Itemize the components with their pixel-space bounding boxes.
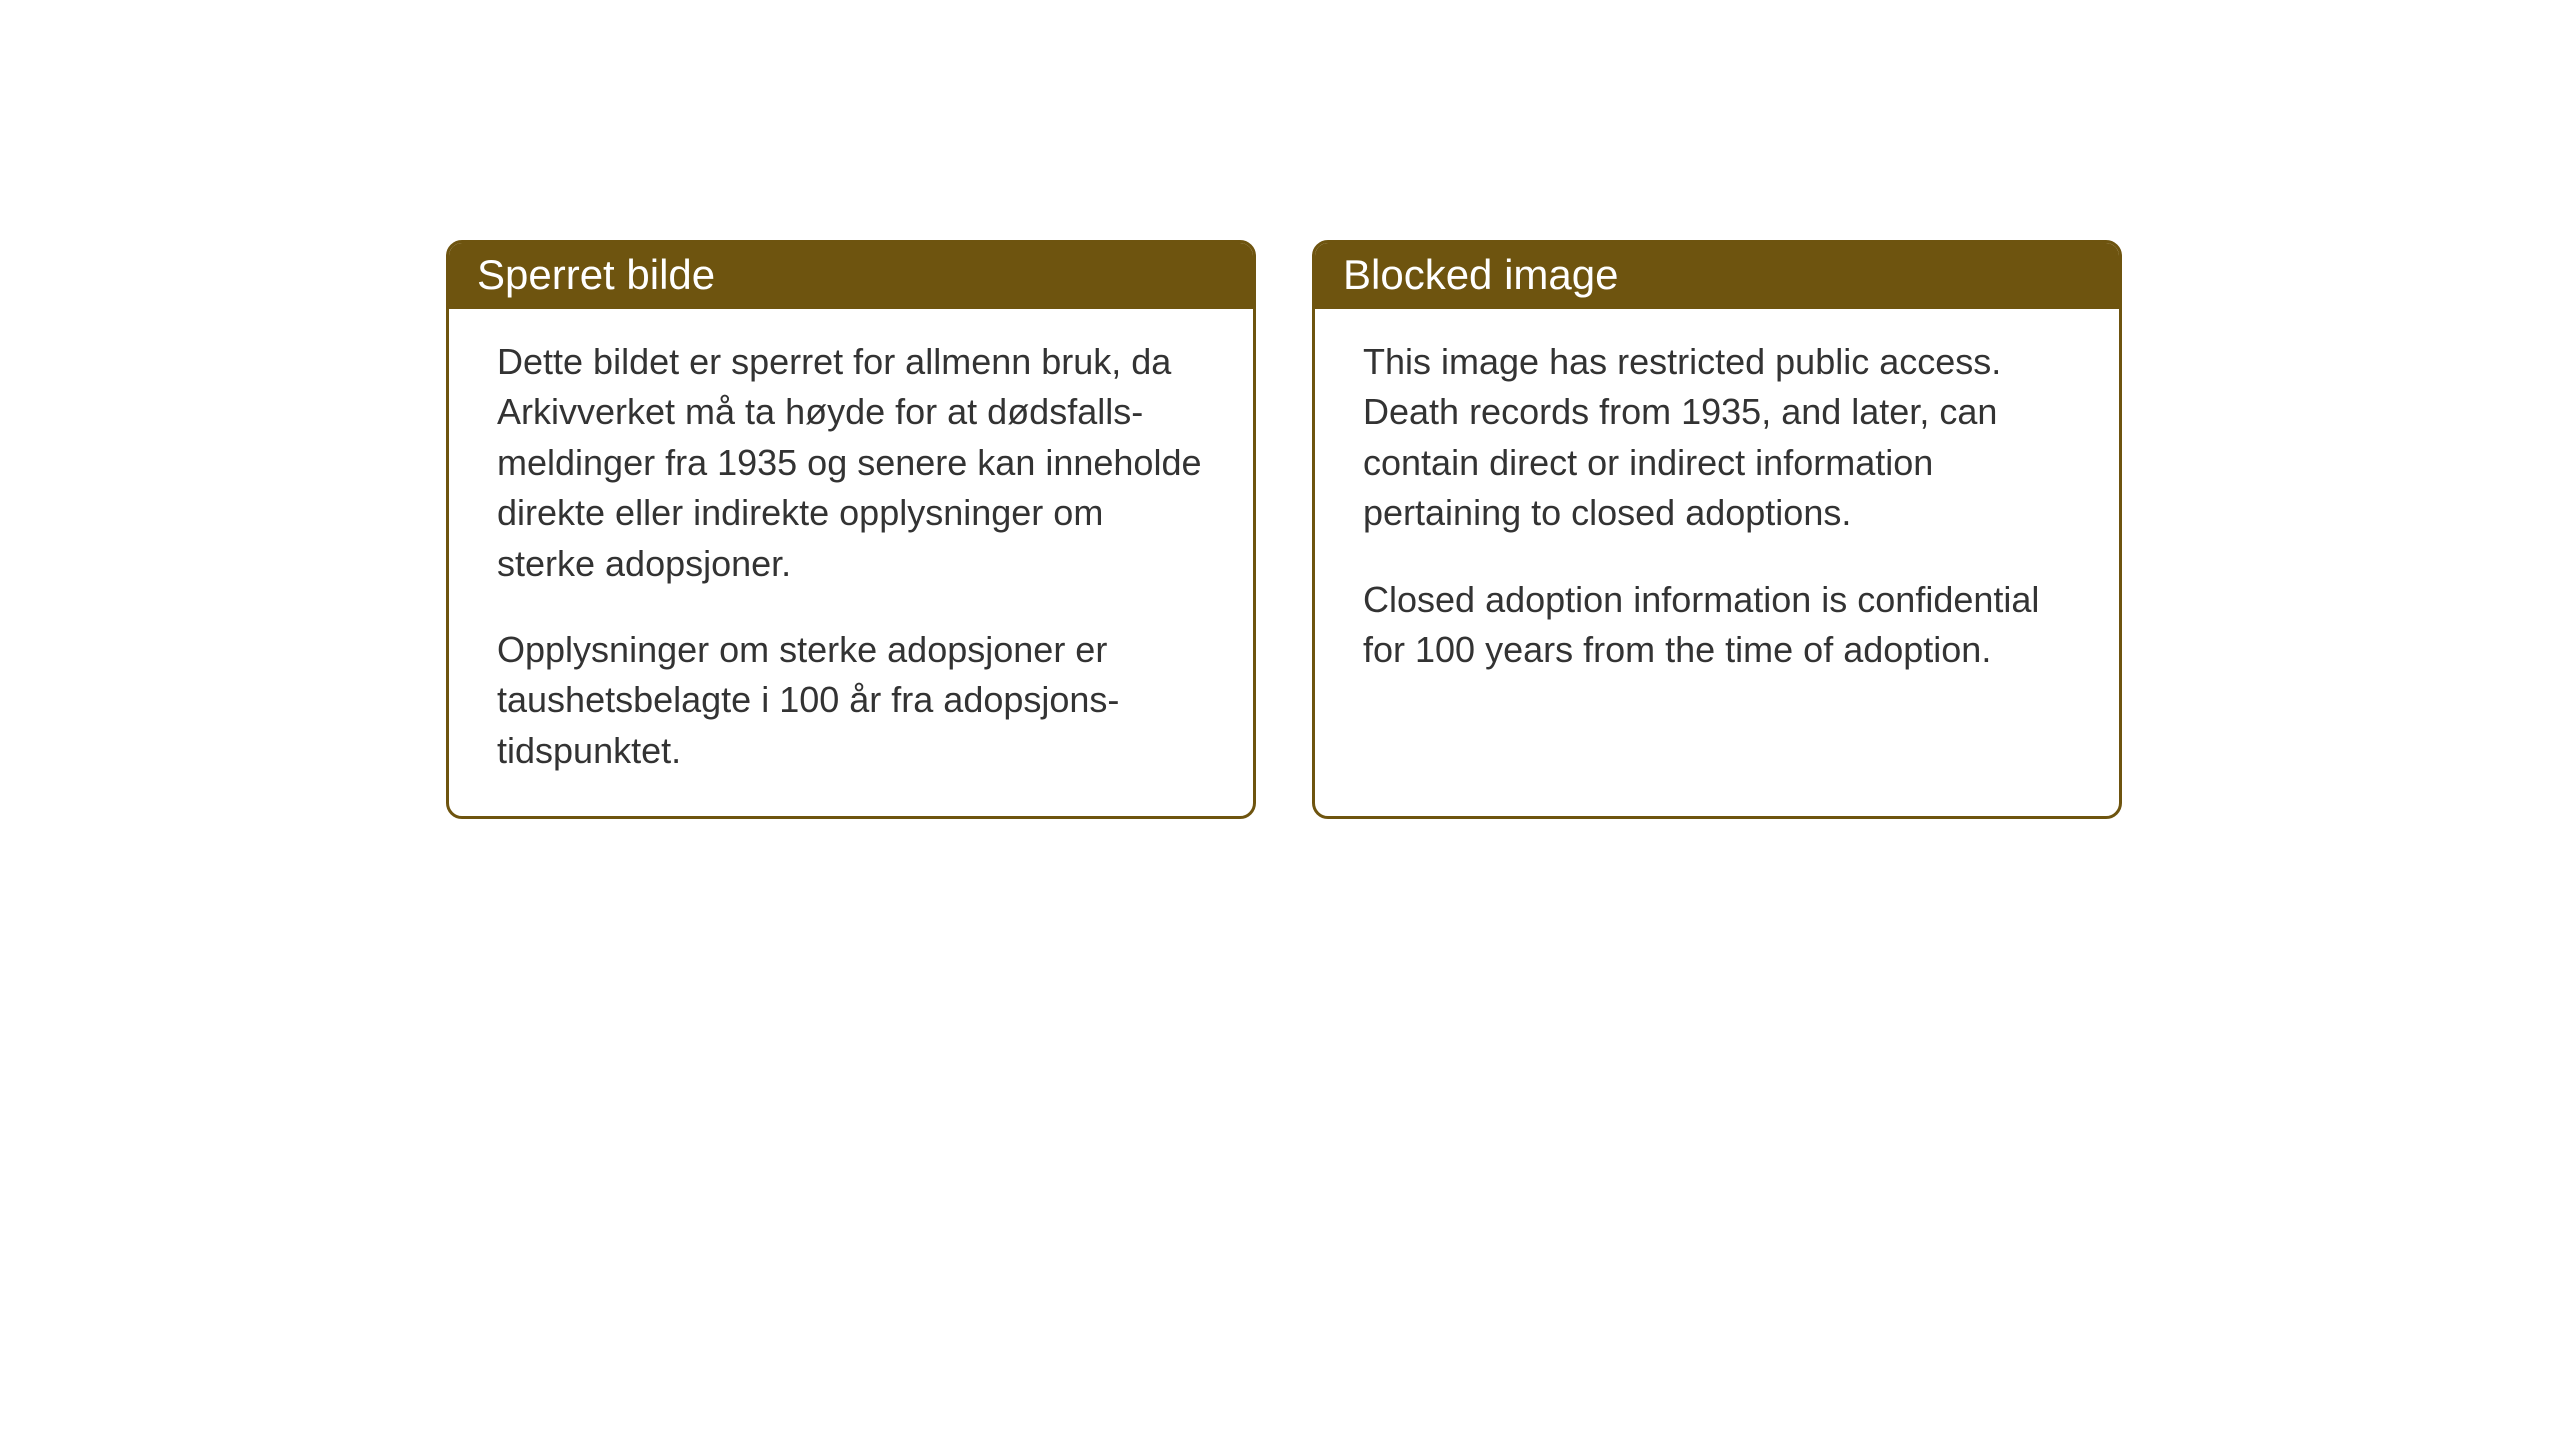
card-paragraph-norwegian-1: Dette bildet er sperret for allmenn bruk… [497,337,1205,589]
card-body-english: This image has restricted public access.… [1315,309,2119,715]
card-header-english: Blocked image [1315,243,2119,309]
card-body-norwegian: Dette bildet er sperret for allmenn bruk… [449,309,1253,816]
card-title-english: Blocked image [1343,251,1618,298]
card-paragraph-english-2: Closed adoption information is confident… [1363,575,2071,676]
card-paragraph-english-1: This image has restricted public access.… [1363,337,2071,539]
cards-container: Sperret bilde Dette bildet er sperret fo… [446,240,2122,819]
card-norwegian: Sperret bilde Dette bildet er sperret fo… [446,240,1256,819]
card-header-norwegian: Sperret bilde [449,243,1253,309]
card-english: Blocked image This image has restricted … [1312,240,2122,819]
card-title-norwegian: Sperret bilde [477,251,715,298]
card-paragraph-norwegian-2: Opplysninger om sterke adopsjoner er tau… [497,625,1205,776]
